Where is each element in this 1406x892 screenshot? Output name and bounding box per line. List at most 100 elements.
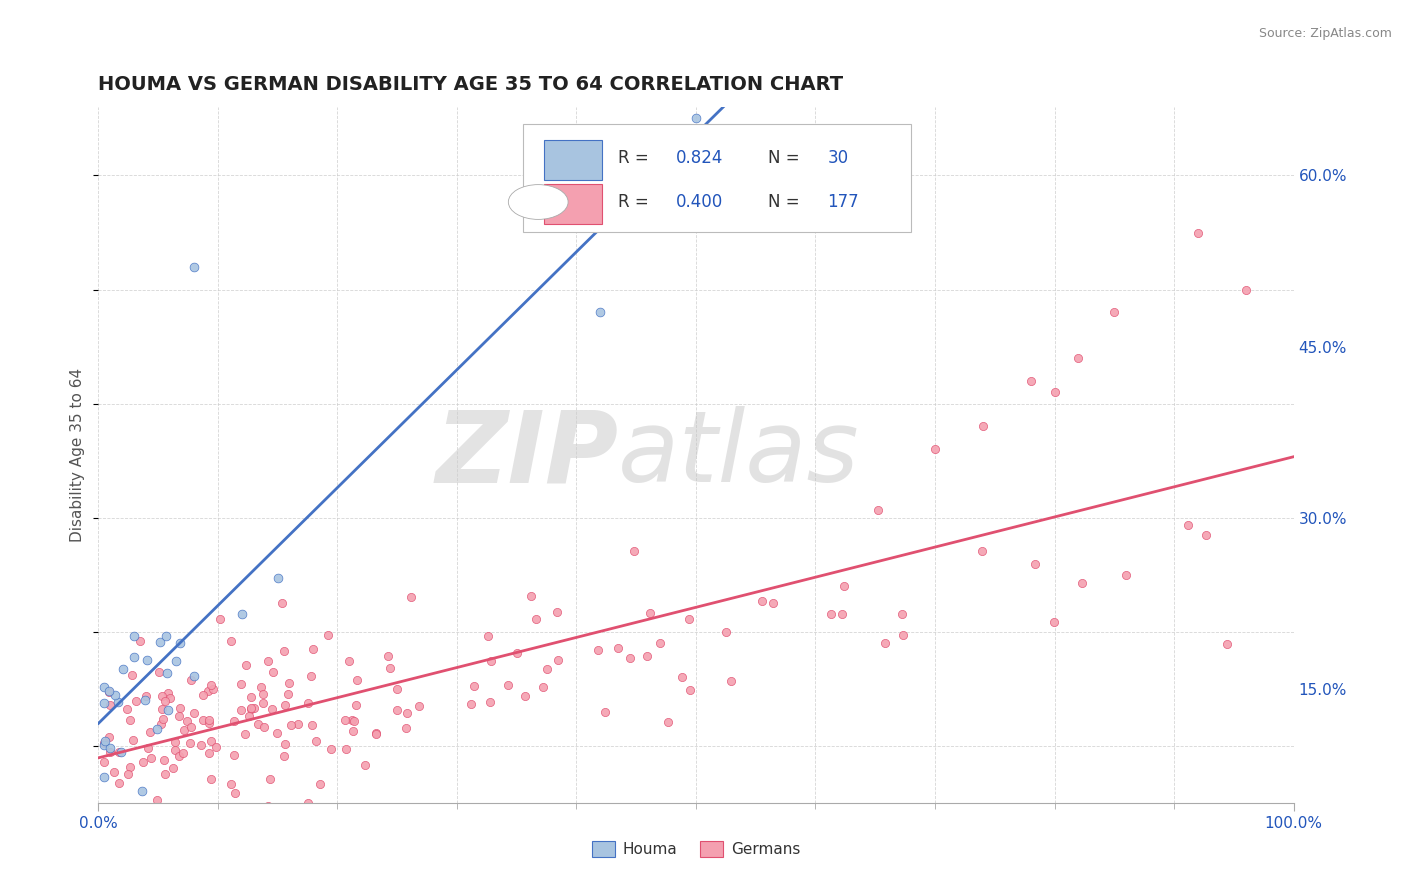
Point — [93, 770, 115, 784]
Point — [152, 690, 174, 704]
Point — [820, 607, 842, 621]
Point — [520, 589, 543, 603]
Text: 0.824: 0.824 — [676, 149, 723, 167]
Point — [547, 652, 569, 666]
Point — [240, 701, 263, 715]
Point — [146, 793, 169, 807]
Point — [108, 745, 131, 759]
Point — [619, 651, 641, 665]
Point — [198, 715, 221, 730]
Point — [200, 772, 222, 786]
Point — [249, 680, 271, 694]
Point — [205, 739, 228, 754]
Point — [273, 644, 295, 658]
Point — [873, 635, 896, 649]
Point — [333, 713, 356, 727]
Point — [1067, 351, 1090, 365]
Point — [1071, 576, 1094, 591]
Text: 0.400: 0.400 — [676, 193, 723, 211]
Point — [478, 695, 501, 709]
Point — [287, 716, 309, 731]
Point — [131, 784, 153, 798]
FancyBboxPatch shape — [523, 124, 911, 232]
Point — [316, 628, 339, 642]
Point — [273, 749, 295, 764]
Point — [224, 714, 246, 729]
Point — [1024, 557, 1046, 571]
Point — [271, 596, 294, 610]
Point — [546, 605, 568, 619]
Point — [152, 712, 174, 726]
Point — [496, 677, 519, 691]
Y-axis label: Disability Age 35 to 64: Disability Age 35 to 64 — [70, 368, 86, 542]
Point — [761, 596, 783, 610]
Point — [183, 669, 205, 683]
Point — [150, 716, 173, 731]
Point — [1195, 528, 1218, 542]
Point — [606, 640, 628, 655]
Point — [364, 726, 387, 740]
Point — [353, 758, 375, 772]
Point — [259, 772, 281, 787]
Point — [229, 703, 252, 717]
Point — [671, 670, 693, 684]
Point — [135, 689, 157, 703]
Point — [155, 629, 177, 643]
Point — [233, 727, 256, 741]
Text: Source: ZipAtlas.com: Source: ZipAtlas.com — [1258, 27, 1392, 40]
Point — [197, 683, 219, 698]
Point — [200, 733, 222, 747]
Point — [239, 701, 262, 715]
Point — [301, 641, 323, 656]
Point — [408, 699, 430, 714]
Point — [93, 739, 115, 753]
Point — [191, 688, 214, 702]
Point — [319, 742, 342, 756]
Point — [98, 683, 121, 698]
Point — [1187, 226, 1209, 240]
Point — [122, 629, 145, 643]
Point — [280, 718, 302, 732]
Point — [891, 628, 914, 642]
Point — [337, 654, 360, 668]
Point — [1234, 283, 1257, 297]
Point — [1043, 385, 1066, 400]
Point — [153, 752, 176, 766]
Point — [98, 730, 121, 744]
Point — [217, 807, 239, 822]
Point — [1104, 305, 1126, 319]
Point — [117, 702, 139, 716]
Point — [277, 687, 299, 701]
Point — [1019, 374, 1042, 388]
Point — [135, 653, 157, 667]
Point — [463, 679, 485, 693]
Point — [122, 733, 145, 747]
Point — [477, 629, 499, 643]
Point — [589, 175, 612, 189]
Point — [246, 717, 269, 731]
Point — [159, 690, 181, 705]
Point — [162, 761, 184, 775]
Point — [122, 650, 145, 665]
Point — [924, 442, 946, 457]
Point — [240, 807, 263, 822]
Point — [1216, 638, 1239, 652]
Point — [253, 720, 276, 734]
Point — [222, 748, 245, 763]
Point — [267, 571, 290, 585]
Point — [240, 690, 263, 704]
Point — [197, 747, 219, 761]
Point — [531, 680, 554, 694]
Point — [125, 694, 148, 708]
Point — [219, 634, 242, 648]
Circle shape — [509, 185, 568, 219]
Text: N =: N = — [768, 149, 804, 167]
Point — [262, 702, 284, 716]
Point — [198, 713, 221, 727]
Point — [180, 673, 202, 687]
Text: N =: N = — [768, 193, 804, 211]
Point — [1042, 615, 1064, 630]
Point — [165, 743, 187, 757]
Point — [169, 709, 191, 723]
Point — [153, 767, 176, 781]
